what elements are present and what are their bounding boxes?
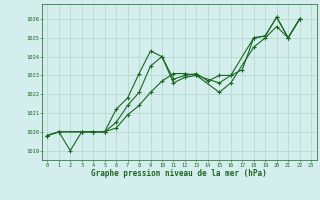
X-axis label: Graphe pression niveau de la mer (hPa): Graphe pression niveau de la mer (hPa): [91, 169, 267, 178]
